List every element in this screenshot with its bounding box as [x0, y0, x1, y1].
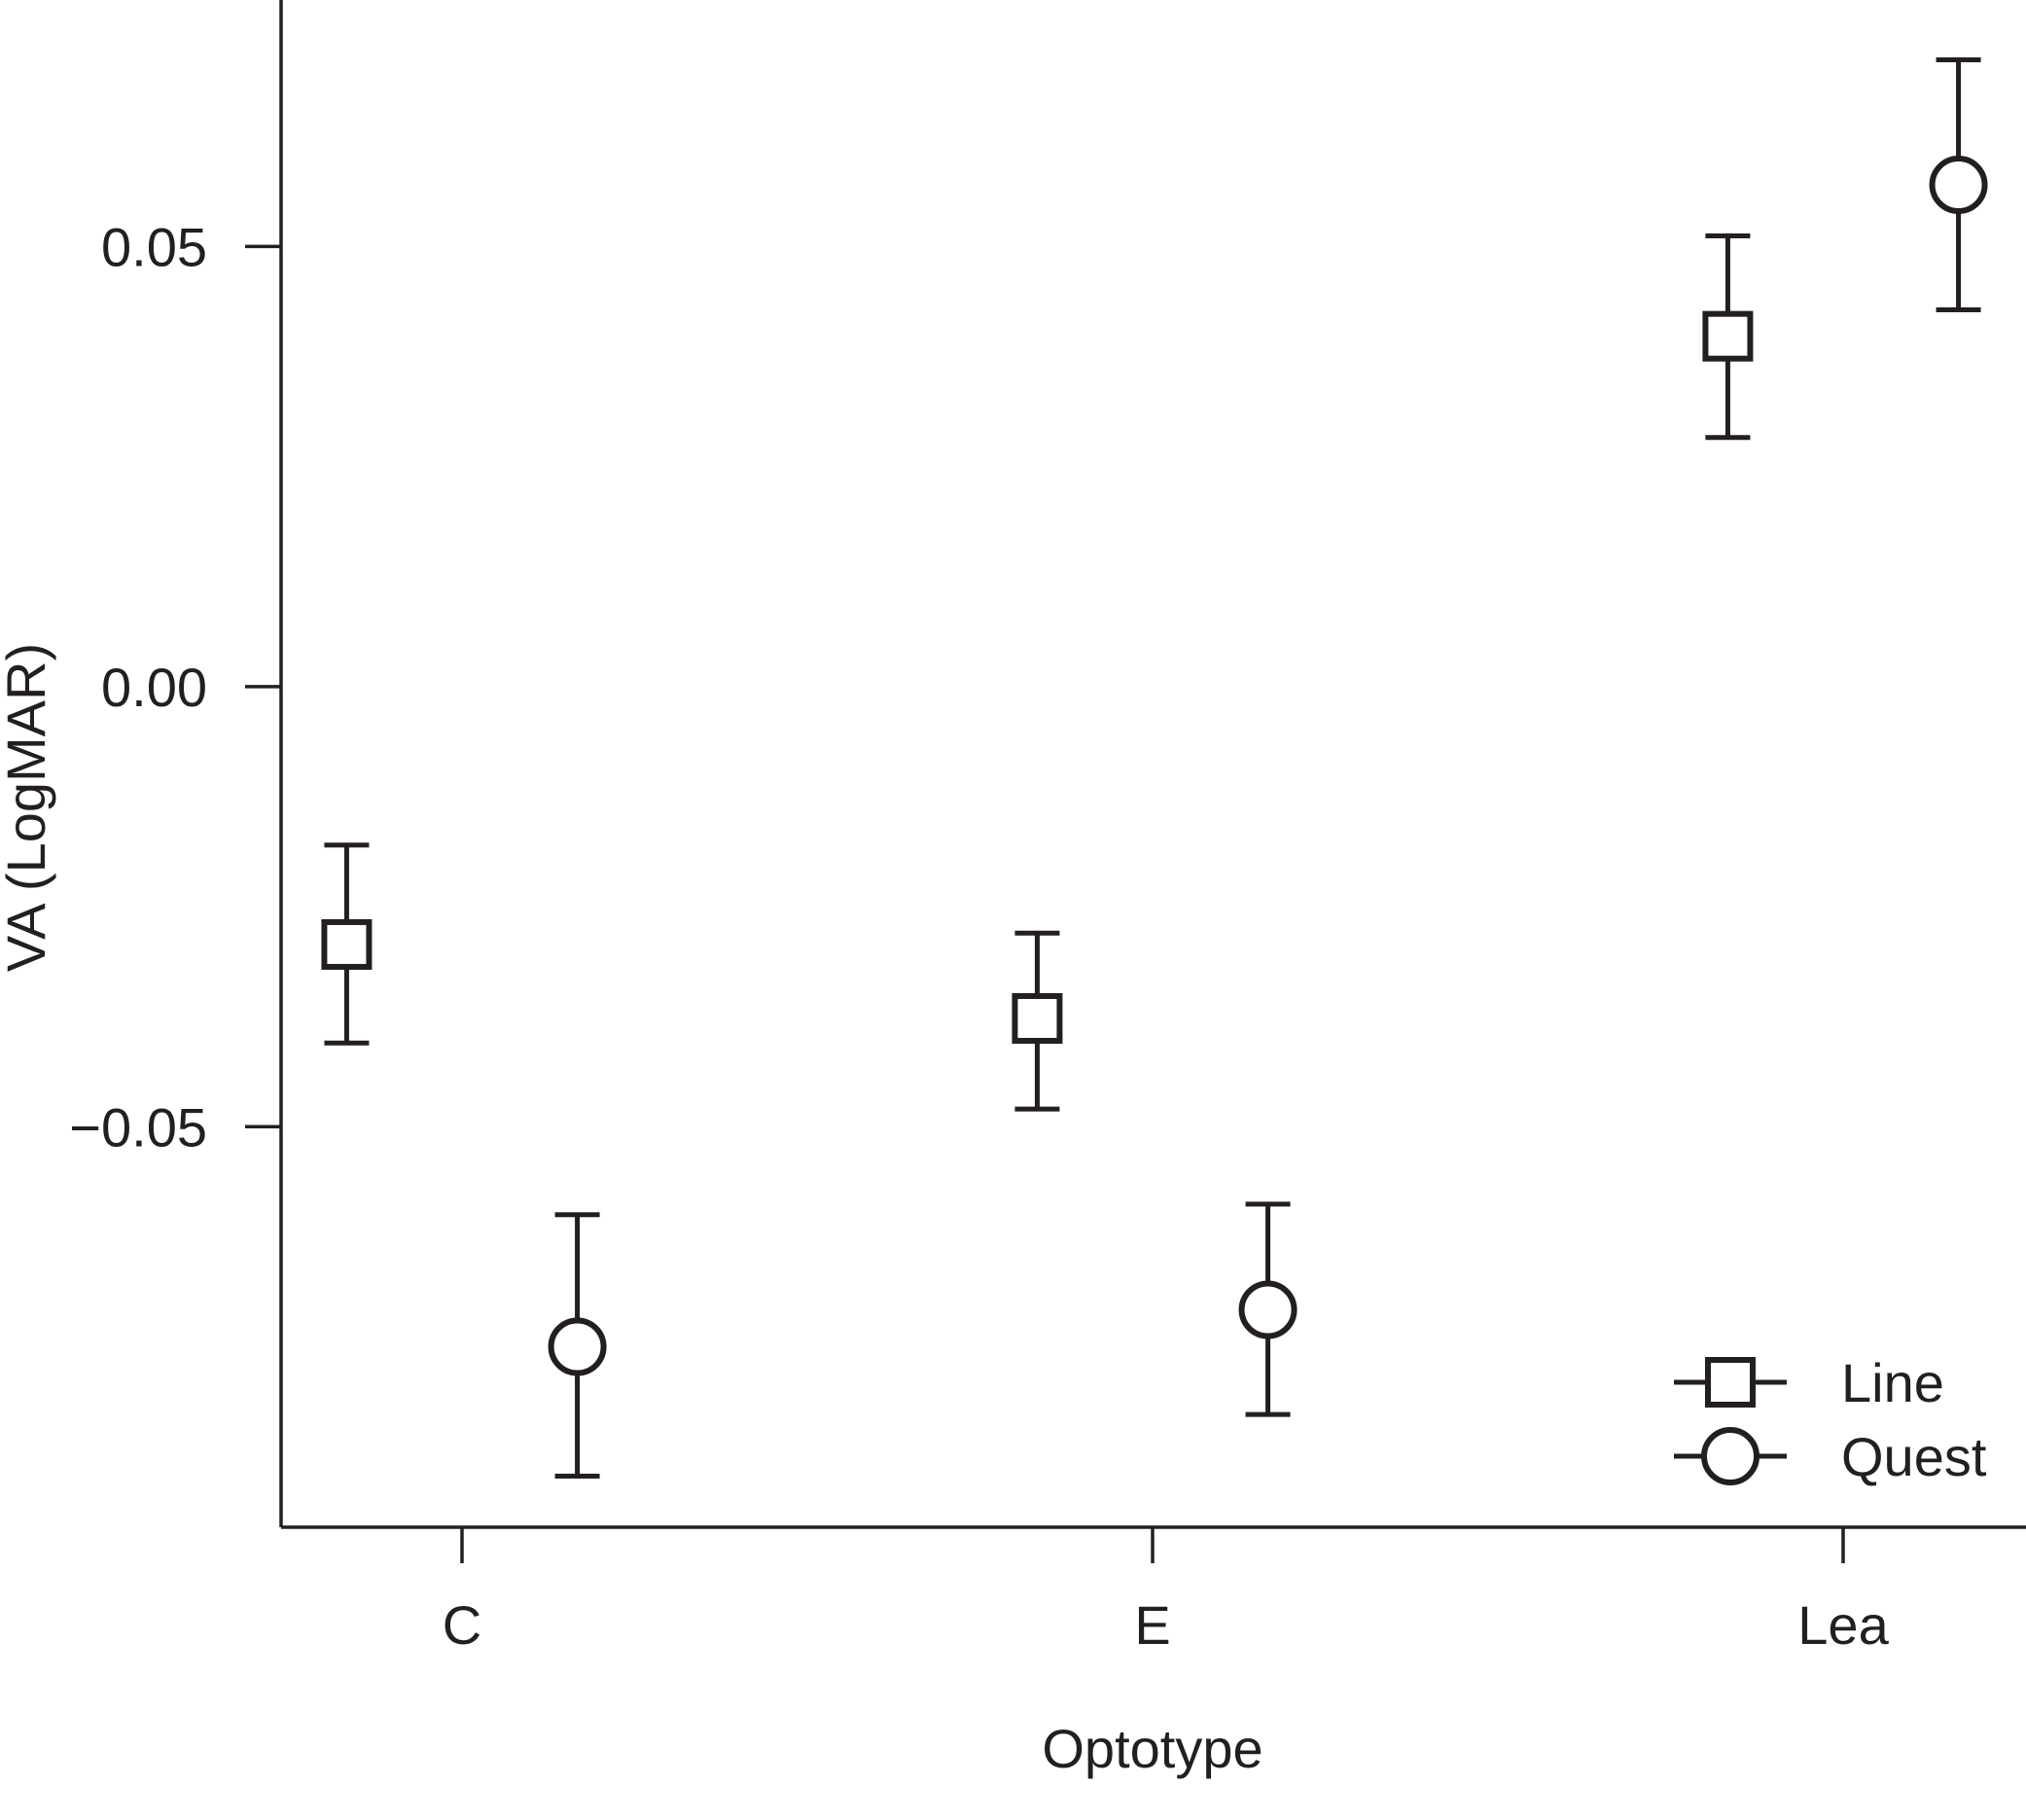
point-group-quest [548, 1212, 607, 1480]
point-group-quest [1238, 1201, 1297, 1417]
legend-label: Line [1841, 1352, 1944, 1413]
data-point-circle [548, 1317, 607, 1376]
point-group-line [1702, 233, 1754, 441]
data-point-square [321, 918, 373, 970]
y-axis-title: VA (LogMAR) [0, 643, 56, 972]
data-point-square [1702, 310, 1754, 362]
data-point-circle [1929, 156, 1988, 215]
legend-item-quest: Quest [1674, 1426, 1987, 1487]
x-tick-label: E [1134, 1594, 1170, 1656]
point-group-quest [1929, 57, 1988, 313]
legend-circle-icon [1701, 1427, 1759, 1485]
data-marks [321, 57, 1988, 1480]
legend-item-line: Line [1674, 1352, 1944, 1413]
axes: −0.05 0.00 0.05 C E Lea [69, 0, 2026, 1656]
x-tick-label: Lea [1797, 1594, 1889, 1656]
data-point-circle [1238, 1280, 1297, 1339]
point-group-line [321, 842, 373, 1046]
x-axis-title: Optotype [1042, 1718, 1262, 1779]
legend-square-icon [1705, 1357, 1756, 1408]
legend: Line Quest [1674, 1352, 1987, 1487]
x-tick-label: C [443, 1594, 481, 1656]
data-point-square [1012, 992, 1063, 1044]
y-tick-label: −0.05 [69, 1096, 207, 1158]
point-group-line [1012, 930, 1063, 1112]
y-tick-label: 0.00 [101, 657, 207, 718]
legend-label: Quest [1841, 1426, 1987, 1487]
y-tick-label: 0.05 [101, 216, 207, 277]
